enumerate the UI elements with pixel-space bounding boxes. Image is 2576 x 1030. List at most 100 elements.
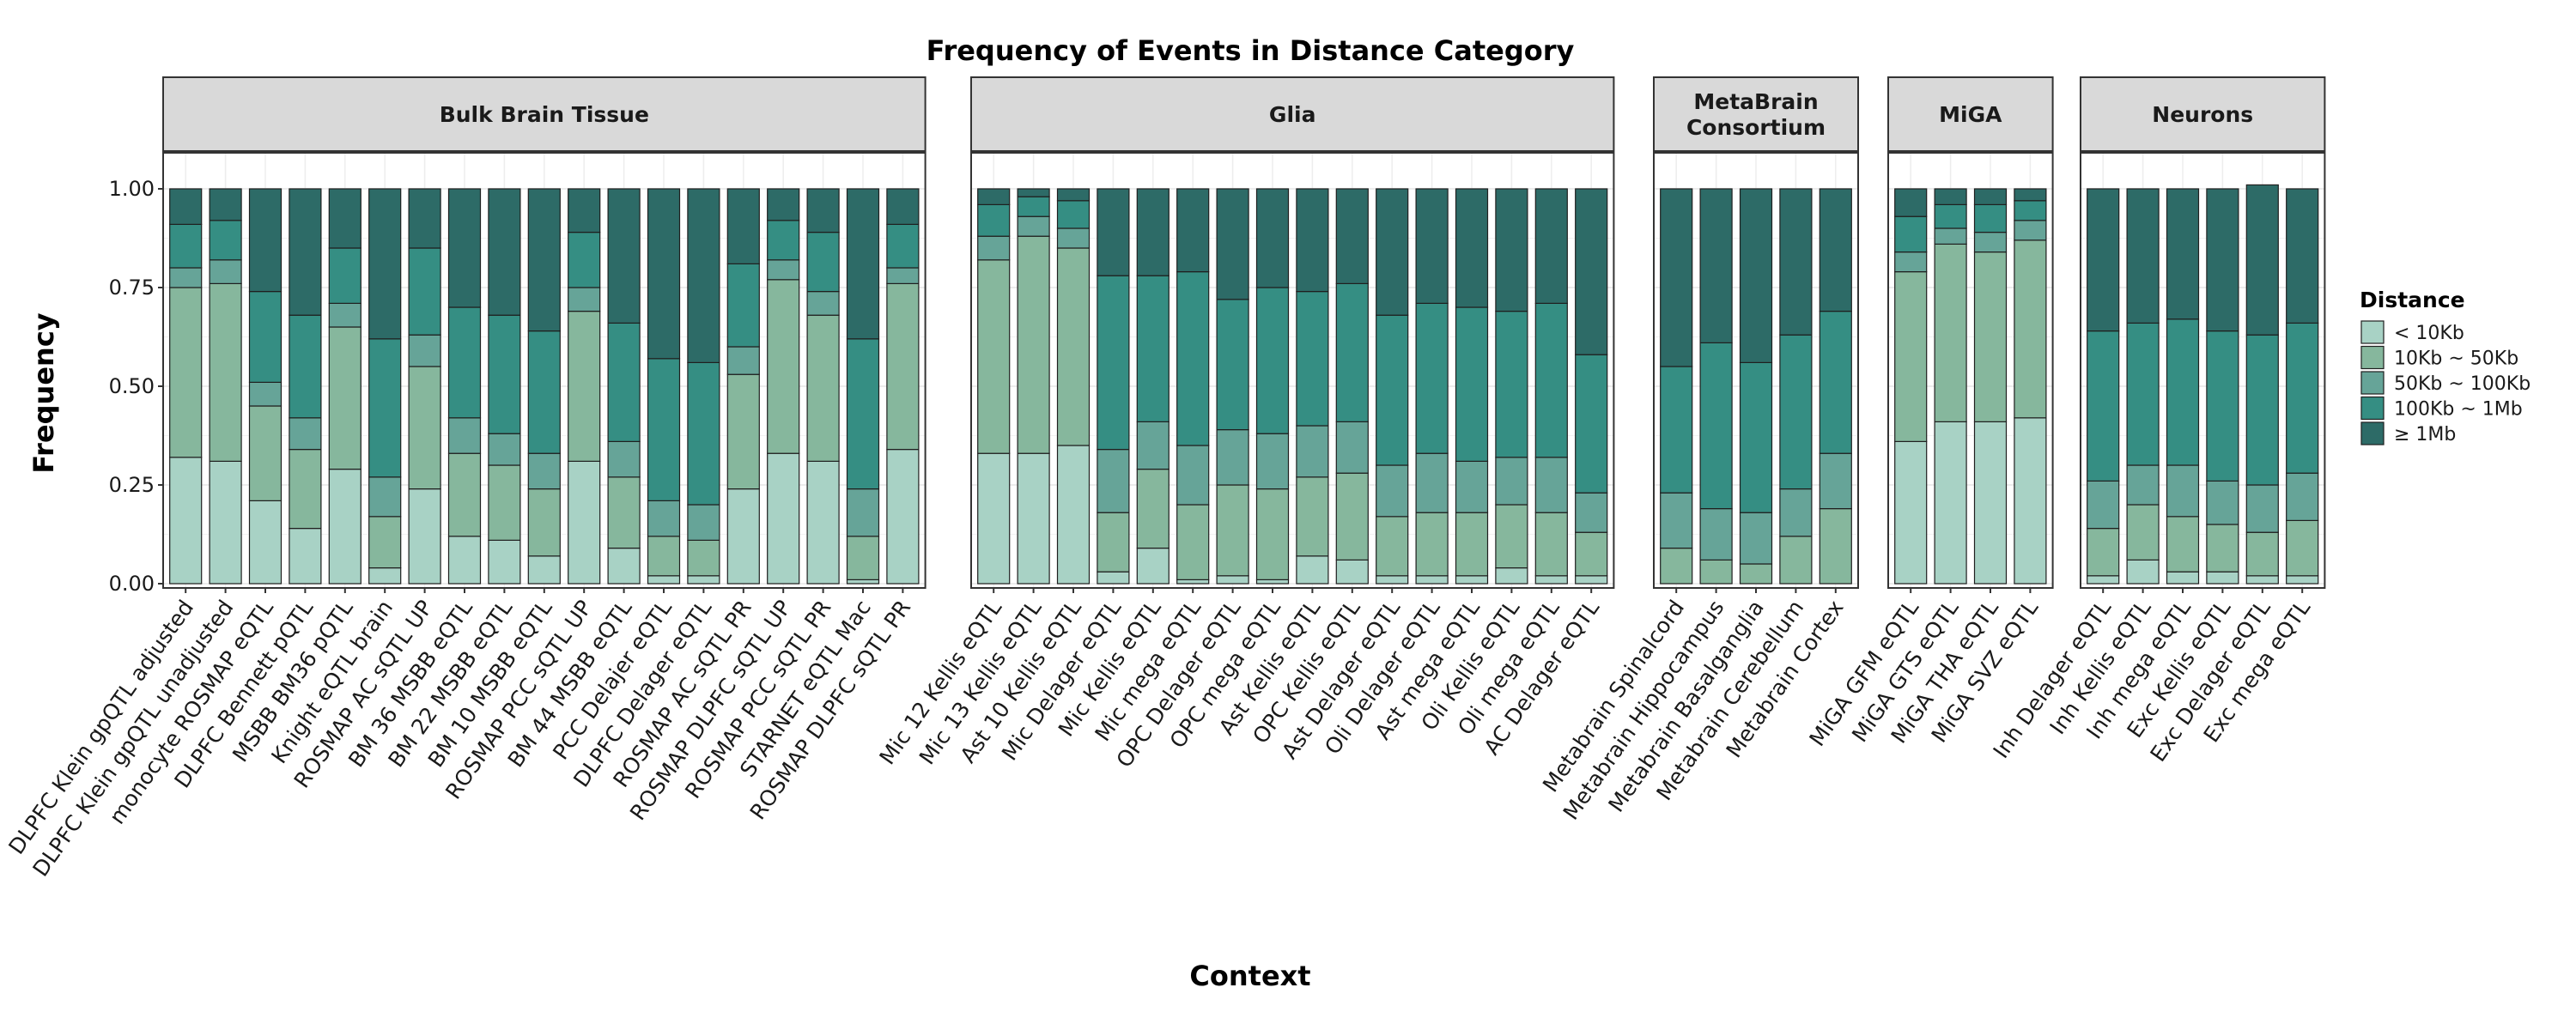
stacked-bar — [1973, 188, 2008, 585]
bar-segment — [408, 188, 441, 249]
bar-segment — [1136, 275, 1170, 423]
bar-segment — [1699, 188, 1733, 343]
bar-segment — [1176, 504, 1210, 581]
stacked-bar — [527, 188, 561, 585]
bar-segment — [726, 188, 760, 265]
bar-segment — [977, 235, 1011, 261]
bar-segment — [1176, 188, 1210, 273]
bar-segment — [1376, 188, 1409, 316]
facet-strip-label: MiGA — [1939, 102, 2002, 127]
bar-segment — [1017, 235, 1050, 454]
bar-segment — [488, 188, 521, 316]
bar-segment — [368, 338, 402, 478]
bar-segment — [248, 381, 283, 407]
stacked-bar — [607, 188, 641, 585]
bar-segment — [2206, 571, 2239, 585]
y-tick-label: 0.50 — [109, 374, 155, 398]
bar-segment — [328, 302, 361, 328]
legend-label: 50Kb ~ 100Kb — [2394, 373, 2530, 395]
stacked-bar — [2245, 184, 2279, 585]
bar-segment — [1415, 575, 1449, 585]
bar-segment — [1894, 440, 1928, 585]
bar-segment — [1495, 504, 1528, 569]
bar-segment — [1176, 445, 1210, 506]
bar-segment — [1056, 227, 1091, 249]
bar-segment — [726, 373, 760, 490]
bar-segment — [169, 188, 203, 226]
stacked-bar — [1255, 188, 1290, 585]
bar-segment — [1056, 188, 1091, 202]
bar-segment — [977, 452, 1011, 585]
bar-segment — [2014, 239, 2047, 419]
bar-segment — [806, 291, 840, 316]
bar-segment — [2126, 464, 2160, 506]
bar-segment — [886, 448, 920, 585]
bar-segment — [209, 282, 242, 462]
stacked-bar — [1415, 188, 1449, 585]
bar-segment — [289, 417, 322, 451]
stacked-bar — [328, 188, 361, 585]
bar-segment — [1575, 188, 1608, 355]
bar-segment — [169, 287, 203, 458]
bar-segment — [2286, 472, 2319, 522]
panel-border — [1887, 152, 2054, 589]
bar-segment — [248, 500, 283, 585]
bar-segment — [2126, 322, 2160, 466]
bar-segment — [2166, 571, 2200, 585]
bar-segment — [568, 287, 601, 312]
bar-segment — [2166, 516, 2200, 573]
bar-segment — [1973, 232, 2008, 253]
stacked-bar — [767, 188, 800, 585]
bar-segment — [1216, 188, 1249, 300]
bar-segment — [1097, 512, 1130, 573]
bar-segment — [1216, 575, 1249, 585]
bar-segment — [647, 188, 681, 360]
bar-segment — [1819, 452, 1852, 510]
legend-swatch — [2360, 421, 2385, 445]
legend-label: ≥ 1Mb — [2394, 424, 2456, 445]
bar-segment — [1097, 188, 1130, 276]
bar-segment — [1455, 306, 1489, 462]
bar-segment — [726, 346, 760, 375]
stacked-bar — [368, 188, 402, 585]
bar-segment — [977, 203, 1011, 237]
bar-segment — [1660, 188, 1693, 367]
bar-segment — [1739, 361, 1773, 513]
legend-swatch — [2360, 396, 2385, 421]
bar-segment — [1575, 531, 1608, 577]
bar-segment — [488, 433, 521, 466]
bar-segment — [447, 417, 482, 454]
bar-segment — [1296, 291, 1329, 427]
bar-segment — [328, 468, 361, 585]
bar-segment — [1455, 512, 1489, 577]
facet-strip-label: Bulk Brain Tissue — [440, 102, 649, 127]
stacked-bar — [408, 188, 441, 585]
bar-segment — [1296, 188, 1329, 293]
stacked-bar — [1296, 188, 1329, 585]
bar-segment — [806, 232, 840, 293]
stacked-bar — [846, 188, 880, 585]
facet-strip-label: MetaBrain — [1693, 89, 1818, 114]
bar-segment — [1575, 492, 1608, 533]
stacked-bar — [1934, 188, 1967, 585]
stacked-bar — [2126, 188, 2160, 585]
bar-segment — [1056, 200, 1091, 229]
bar-segment — [1660, 492, 1693, 549]
bar-segment — [527, 330, 561, 454]
bar-segment — [1534, 575, 1568, 585]
bar-segment — [488, 314, 521, 434]
bar-segment — [1296, 425, 1329, 478]
bar-segment — [767, 220, 800, 261]
bar-segment — [687, 539, 720, 577]
bar-segment — [977, 259, 1011, 454]
facet-strip-label: Consortium — [1686, 115, 1826, 140]
stacked-bar — [1097, 188, 1130, 585]
bar-segment — [607, 322, 641, 442]
bar-segment — [1699, 342, 1733, 510]
bar-segment — [1575, 354, 1608, 494]
bar-segment — [1973, 421, 2008, 585]
bar-segment — [2014, 200, 2047, 221]
bar-segment — [1136, 188, 1170, 276]
bar-segment — [1335, 559, 1369, 585]
